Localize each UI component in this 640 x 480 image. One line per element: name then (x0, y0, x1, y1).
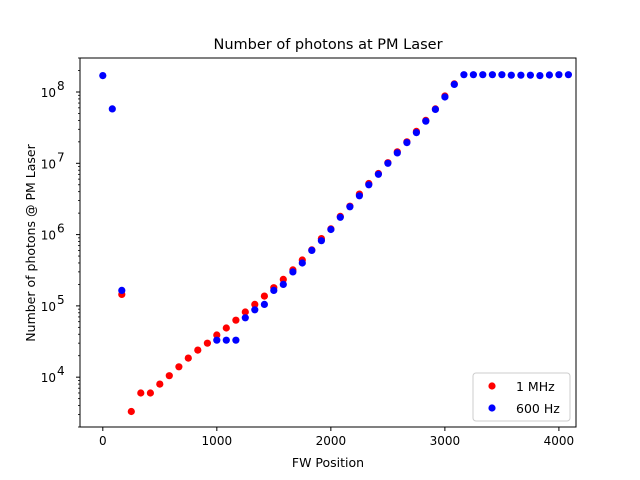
data-point-600-hz (317, 237, 325, 245)
data-point-600-hz (479, 71, 487, 79)
plot-points (99, 71, 573, 416)
x-tick-label: 3000 (430, 434, 461, 448)
data-point-1-mhz (146, 389, 154, 397)
data-point-600-hz (251, 306, 259, 314)
data-point-1-mhz (156, 380, 164, 388)
data-point-600-hz (393, 149, 401, 157)
data-point-600-hz (108, 105, 116, 113)
legend: 1 MHz 600 Hz (472, 372, 571, 422)
data-point-1-mhz (165, 372, 173, 380)
data-point-1-mhz (203, 339, 211, 347)
data-point-600-hz (498, 71, 506, 79)
y-tick-label: 10 (41, 300, 56, 314)
data-point-600-hz (545, 71, 554, 79)
data-point-1-mhz (241, 308, 249, 316)
y-tick-exponent: 4 (57, 364, 65, 378)
data-point-1-mhz (251, 300, 259, 308)
data-point-1-mhz (175, 363, 183, 371)
data-point-600-hz (555, 71, 563, 79)
data-point-600-hz (270, 286, 278, 294)
data-point-1-mhz (279, 275, 287, 283)
data-point-1-mhz (137, 389, 145, 397)
data-point-600-hz (422, 117, 430, 125)
data-point-600-hz (241, 314, 249, 322)
y-axis-label: Number of photons @ PM Laser (23, 143, 38, 341)
y-tick-exponent: 6 (57, 222, 65, 236)
data-point-600-hz (260, 300, 268, 308)
data-point-600-hz (298, 259, 306, 267)
data-point-600-hz (336, 213, 344, 221)
data-point-600-hz (118, 286, 126, 294)
data-point-1-mhz (184, 354, 192, 362)
data-point-600-hz (536, 72, 544, 80)
legend-label-1-mhz: 1 MHz (516, 379, 555, 394)
y-tick-label: 10 (41, 229, 56, 243)
x-tick-label: 4000 (544, 434, 575, 448)
data-point-600-hz (488, 71, 496, 79)
legend-marker-1-mhz (488, 382, 496, 390)
data-point-1-mhz (194, 346, 202, 354)
data-point-1-mhz (213, 331, 221, 339)
data-point-600-hz (564, 71, 573, 79)
data-point-600-hz (374, 170, 382, 178)
y-tick-exponent: 8 (57, 79, 65, 93)
data-point-600-hz (355, 192, 363, 200)
data-point-600-hz (279, 280, 287, 288)
y-tick-label: 10 (41, 86, 56, 100)
y-tick-label: 10 (41, 157, 56, 171)
x-tick-label: 1000 (202, 434, 233, 448)
data-point-1-mhz (127, 407, 135, 416)
data-point-600-hz (450, 80, 458, 88)
data-point-600-hz (431, 105, 439, 113)
y-tick-exponent: 7 (57, 150, 65, 164)
data-point-600-hz (232, 336, 240, 344)
data-point-600-hz (327, 225, 335, 234)
data-point-600-hz (308, 246, 316, 254)
plot-frame (79, 57, 577, 428)
x-axis-ticks: 0 1000 2000 3000 4000 (99, 427, 574, 448)
data-point-600-hz (213, 336, 221, 344)
data-point-600-hz (526, 71, 535, 79)
data-point-600-hz (384, 159, 392, 167)
data-point-600-hz (346, 203, 354, 211)
data-point-600-hz (403, 139, 411, 147)
data-point-600-hz (222, 336, 230, 344)
data-point-600-hz (441, 93, 449, 101)
data-point-600-hz (412, 129, 420, 137)
y-tick-label: 10 (41, 371, 56, 385)
data-point-1-mhz (222, 324, 230, 332)
data-point-600-hz (507, 71, 515, 79)
data-point-1-mhz (232, 316, 240, 324)
chart-title: Number of photons at PM Laser (213, 37, 442, 53)
x-tick-label: 2000 (316, 434, 347, 448)
data-point-1-mhz (260, 292, 268, 300)
data-point-600-hz (289, 268, 297, 276)
data-point-600-hz (469, 71, 477, 79)
data-point-600-hz (99, 72, 107, 80)
y-tick-exponent: 5 (57, 293, 65, 307)
legend-label-600-hz: 600 Hz (516, 401, 560, 416)
legend-box (472, 372, 571, 422)
data-point-600-hz (460, 71, 468, 79)
data-point-600-hz (517, 71, 525, 79)
data-point-600-hz (365, 181, 373, 189)
legend-marker-600-hz (488, 404, 496, 412)
x-tick-label: 0 (99, 434, 107, 448)
x-axis-label: FW Position (292, 455, 364, 470)
